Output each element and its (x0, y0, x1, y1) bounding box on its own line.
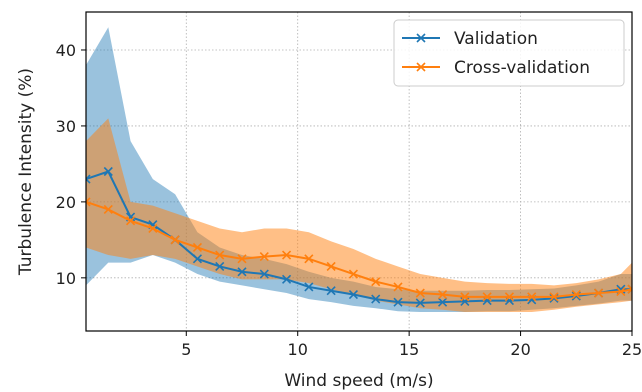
y-tick-label: 30 (56, 117, 76, 136)
x-tick-label: 10 (288, 340, 308, 359)
x-tick-label: 25 (622, 340, 642, 359)
validation-point (415, 298, 425, 308)
validation-point (103, 166, 113, 177)
plot-frame (85, 11, 633, 332)
cross-validation-point (393, 282, 403, 292)
x-tick-label: 15 (399, 340, 419, 359)
cross-validation-line (86, 200, 632, 298)
cross-validation-point (415, 288, 425, 298)
x-tick-label: 20 (510, 340, 530, 359)
validation-point (259, 269, 269, 279)
cross-validation-point (482, 292, 492, 302)
legend-label: Validation (454, 29, 538, 49)
cross-validation-point (504, 292, 514, 302)
cross-validation-point (627, 284, 632, 294)
cross-validation-point (438, 289, 448, 300)
cross-validation-point (86, 197, 91, 207)
validation-point (304, 282, 314, 292)
x-axis-label: Wind speed (m/s) (284, 371, 433, 391)
legend: Validation Cross-validation (393, 19, 625, 87)
validation-point (482, 296, 492, 306)
y-tick-label: 20 (56, 193, 76, 212)
series-lines (86, 166, 632, 308)
cross-validation-point (326, 261, 336, 272)
legend-label: Cross-validation (454, 58, 590, 78)
cross-validation-band (86, 118, 632, 313)
x-tick-label: 5 (181, 340, 191, 359)
validation-point (371, 294, 381, 304)
cross-validation-point (616, 286, 626, 297)
cross-validation-point (594, 288, 604, 298)
validation-point (282, 274, 292, 284)
cross-validation-point (215, 250, 225, 260)
cross-validation-point (103, 204, 113, 215)
y-axis-label: Turbulence Intensity (%) (16, 68, 36, 276)
validation-point (86, 174, 91, 184)
validation-point (438, 297, 448, 307)
validation-point (192, 254, 202, 264)
cross-validation-point (460, 292, 470, 302)
cross-validation-point (259, 252, 269, 262)
y-tick-label: 10 (56, 269, 76, 288)
cross-validation-point (170, 235, 180, 245)
cross-validation-point (148, 223, 158, 234)
validation-point (237, 267, 247, 277)
x-axis-ticks: 5 10 15 20 25 (181, 331, 642, 359)
legend-box (393, 19, 625, 87)
validation-point (326, 286, 336, 296)
validation-point (504, 296, 514, 306)
cross-validation-point (126, 216, 136, 226)
validation-point (215, 261, 225, 272)
legend-entry-cross-validation: Cross-validation (402, 58, 590, 78)
validation-point (348, 289, 358, 300)
validation-point (393, 297, 403, 307)
cross-validation-point (348, 269, 358, 279)
cross-validation-point (549, 292, 559, 302)
y-axis-ticks: 10 20 30 40 (56, 41, 86, 288)
cross-validation-point (527, 292, 537, 302)
cross-validation-point (282, 250, 292, 260)
cross-validation-point (192, 242, 202, 253)
cross-validation-point (371, 277, 381, 287)
cross-validation-point (304, 254, 314, 264)
legend-entry-validation: Validation (402, 29, 538, 49)
y-tick-label: 40 (56, 41, 76, 60)
cross-validation-point (237, 254, 247, 264)
cross-validation-point (571, 289, 581, 300)
